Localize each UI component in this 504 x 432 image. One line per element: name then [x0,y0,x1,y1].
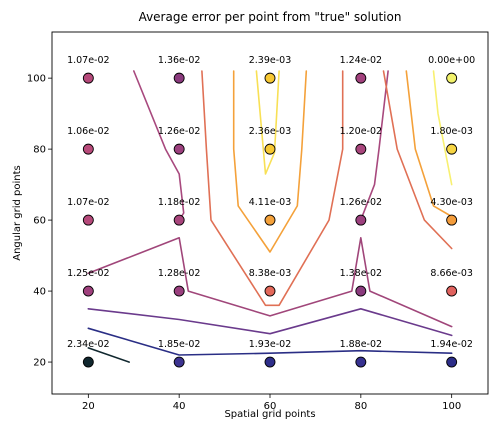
data-point [82,214,94,226]
contour-line-6 [201,70,344,307]
data-point [173,356,185,368]
data-label: 2.34e-02 [67,339,110,350]
contour-line-9 [405,70,453,218]
data-label: 1.26e-02 [158,126,201,137]
data-point [82,72,94,84]
x-axis-ticks: 20 40 60 80 100 [82,394,461,412]
data-label: 1.85e-02 [158,339,201,350]
data-point [264,356,276,368]
chart-title: Average error per point from "true" solu… [139,10,402,24]
data-label: 4.30e-03 [430,197,473,208]
data-point [446,285,458,297]
y-axis-label: Angular grid points [12,165,23,261]
x-tick-label: 80 [354,401,367,412]
data-point [446,72,458,84]
contour-line-5 [359,70,389,221]
data-label: 1.38e-02 [340,268,383,279]
data-point [173,143,185,155]
contour-line-8 [232,70,308,253]
data-label: 1.07e-02 [67,197,110,208]
y-axis-ticks: 20 40 60 80 100 [27,74,52,369]
data-label: 2.39e-03 [249,55,292,66]
data-point [355,72,367,84]
data-point [82,285,94,297]
data-label: 1.93e-02 [249,339,292,350]
data-point [173,214,185,226]
data-label: 0.00e+00 [428,55,475,66]
x-tick-label: 20 [82,401,95,412]
data-label: 1.06e-02 [67,126,110,137]
contour-line-2 [87,307,453,337]
contour-line-4 [133,70,185,221]
data-point [355,285,367,297]
data-point [173,285,185,297]
data-point [264,285,276,297]
y-tick-label: 60 [33,216,46,227]
contour-line-11 [432,70,453,186]
data-label: 2.36e-03 [249,126,292,137]
data-label: 1.94e-02 [430,339,473,350]
contour-line-0 [87,347,130,363]
data-point [355,214,367,226]
data-label: 1.20e-02 [340,126,383,137]
data-label: 1.88e-02 [340,339,383,350]
x-axis-label: Spatial grid points [224,409,315,420]
x-tick-label: 100 [442,401,461,412]
y-tick-label: 80 [33,145,46,156]
data-label: 8.38e-03 [249,268,292,279]
contour-line-10 [255,70,280,175]
data-label: 1.18e-02 [158,197,201,208]
contour-line-7 [382,70,453,250]
data-label: 1.80e-03 [430,126,473,137]
y-tick-label: 100 [27,74,46,85]
data-label: 1.07e-02 [67,55,110,66]
data-label: 1.36e-02 [158,55,201,66]
contour-line-1 [87,327,453,356]
data-point [264,143,276,155]
x-tick-label: 40 [173,401,186,412]
data-label: 1.25e-02 [67,268,110,279]
data-point [264,214,276,226]
data-point [355,143,367,155]
data-point [446,214,458,226]
data-points [82,72,458,368]
data-label: 1.26e-02 [340,197,383,208]
data-point [82,356,94,368]
contour-line-3 [87,237,453,328]
data-label: 4.11e-03 [249,197,292,208]
data-point [446,356,458,368]
data-point [173,72,185,84]
x-tick-label: 60 [264,401,277,412]
data-labels: 1.07e-02 1.36e-02 2.39e-03 1.24e-02 0.00e+00… [67,55,475,350]
data-point [446,143,458,155]
data-label: 8.66e-03 [430,268,473,279]
y-tick-label: 40 [33,287,46,298]
data-label: 1.24e-02 [340,55,383,66]
contour-lines [87,70,453,363]
data-point [264,72,276,84]
data-point [82,143,94,155]
y-tick-label: 20 [33,358,46,369]
data-label: 1.28e-02 [158,268,201,279]
data-point [355,356,367,368]
